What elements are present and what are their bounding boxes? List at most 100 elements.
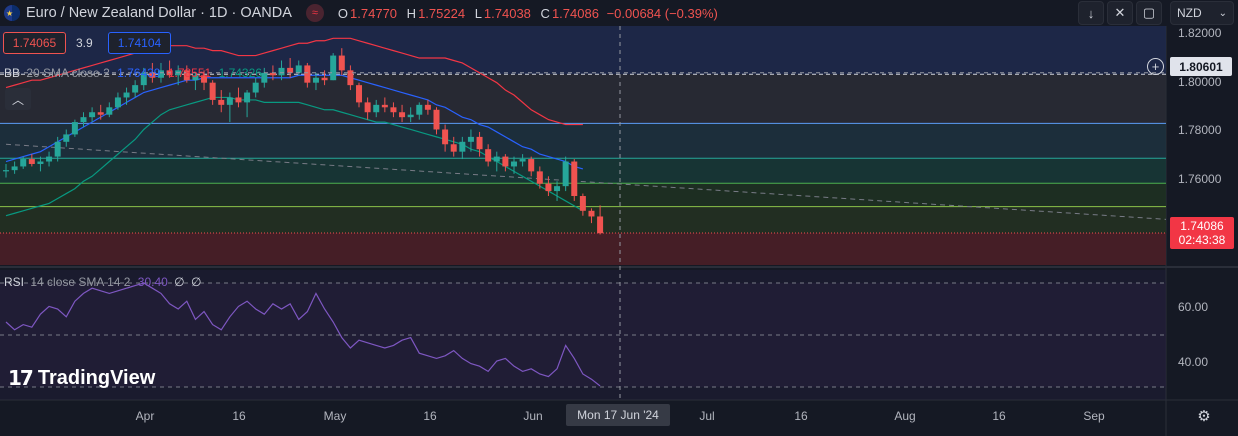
scroll-down-button[interactable]: ↓ [1078, 1, 1104, 25]
candle [485, 144, 492, 167]
candle [37, 156, 44, 172]
candle-body [11, 166, 18, 171]
candle-body [579, 196, 586, 211]
candle [89, 107, 96, 123]
candle-body [588, 210, 595, 217]
collapse-legend-button[interactable]: ︿ [5, 88, 31, 110]
time-label: 16 [794, 409, 808, 423]
bar-countdown: 02:43:38 [1178, 233, 1226, 247]
rsi-name: RSI [4, 275, 25, 289]
candle-body [123, 92, 130, 98]
candle [390, 102, 397, 118]
candle [442, 124, 449, 152]
sell-price-box[interactable]: 1.74065 [3, 32, 66, 54]
candle [261, 67, 268, 88]
candle-body [381, 104, 388, 108]
time-label: 16 [232, 409, 246, 423]
candle-body [157, 70, 164, 78]
candle-body [416, 104, 423, 115]
candle-body [80, 117, 87, 123]
candle-body [476, 136, 483, 150]
candle-body [424, 104, 431, 110]
candle [399, 104, 406, 123]
crosshair [0, 26, 1166, 400]
candle [235, 87, 242, 108]
candle [244, 90, 251, 118]
candle [287, 58, 294, 78]
candle [510, 156, 517, 174]
time-label: May [323, 409, 347, 423]
candle [54, 136, 61, 162]
ohlc-high-label: H [406, 5, 417, 21]
rsi-legend[interactable]: RSI 14 close SMA 14 2 30.40 ∅ ∅ [4, 275, 201, 289]
candle-body [89, 112, 96, 118]
rsi-band [0, 283, 1166, 387]
candle [356, 82, 363, 108]
chart-settings-button[interactable]: ⚙ [1193, 405, 1215, 427]
tradingview-logo: 17 TradingView [8, 366, 155, 390]
candle-body [459, 141, 466, 152]
buy-price-box[interactable]: 1.74104 [108, 32, 171, 54]
candle [252, 77, 259, 98]
currency-select[interactable]: NZD ⌄ [1170, 1, 1234, 25]
bb-basis-line [5, 74, 584, 170]
candle-body [46, 156, 53, 162]
candle-body [502, 156, 509, 167]
symbol-title[interactable]: Euro / New Zealand Dollar · 1D · OANDA [26, 5, 292, 21]
candle-body [356, 85, 363, 103]
price-tick: 1.82000 [1178, 26, 1222, 40]
candle [338, 48, 345, 76]
ohlc-close-label: C [540, 5, 550, 21]
candle-body [467, 136, 474, 142]
time-label: Apr [135, 409, 155, 423]
candle-body [106, 107, 113, 115]
price-zone [0, 26, 1166, 75]
candle [80, 112, 87, 128]
last-price: 1.74086 [1180, 219, 1224, 233]
candle [201, 70, 208, 91]
collapse-button[interactable]: ✕ [1107, 1, 1133, 25]
tradingview-logo-icon: 17 [8, 366, 34, 390]
market-status-icon[interactable]: ≈ [305, 4, 324, 22]
candle [312, 72, 319, 91]
candle-body [373, 104, 380, 113]
candle-body [390, 107, 397, 113]
bb-legend[interactable]: BB 20 SMA close 2 1.76439 1.78551 1.7432… [4, 66, 262, 80]
symbol-flag-icon: ★ [4, 5, 20, 21]
candle-body [71, 122, 78, 135]
candle-body [399, 112, 406, 118]
brand-name: TradingView [37, 366, 156, 389]
candle [11, 161, 18, 174]
candle-body [132, 85, 139, 93]
time-label: Sep [1083, 409, 1105, 423]
price-tick: 1.78000 [1178, 123, 1222, 137]
rsi-value: 30.40 [137, 275, 168, 289]
bb-params: 20 SMA close 2 [26, 66, 110, 80]
candle-body [201, 75, 208, 83]
ohlc-low-value: 1.74038 [483, 5, 531, 21]
candle-body [244, 92, 251, 103]
candle [381, 97, 388, 113]
crosshair-date-label: Mon 17 Jun '24 [566, 404, 670, 426]
candle-body [97, 112, 104, 115]
currency-label: NZD [1177, 6, 1202, 20]
plus-icon: + [1151, 59, 1160, 74]
candle-body [554, 186, 561, 192]
chevron-down-icon: ⌄ [1218, 7, 1227, 19]
candle-body [330, 55, 337, 81]
candle [502, 154, 509, 172]
add-alert-button[interactable]: + [1147, 58, 1164, 75]
rsi-pane [0, 282, 1166, 388]
candle [63, 129, 70, 147]
rsi-tick: 60.00 [1178, 300, 1209, 314]
candle [579, 193, 586, 216]
candle-body [3, 170, 9, 172]
ohlc-close-value: 1.74086 [551, 5, 599, 21]
collapse-icon: ✕ [1114, 5, 1126, 20]
candle [304, 62, 311, 88]
candle-body [597, 216, 604, 234]
bb-lower-value: 1.74326 [218, 66, 262, 80]
screenshot-button[interactable]: ▢ [1136, 1, 1162, 25]
